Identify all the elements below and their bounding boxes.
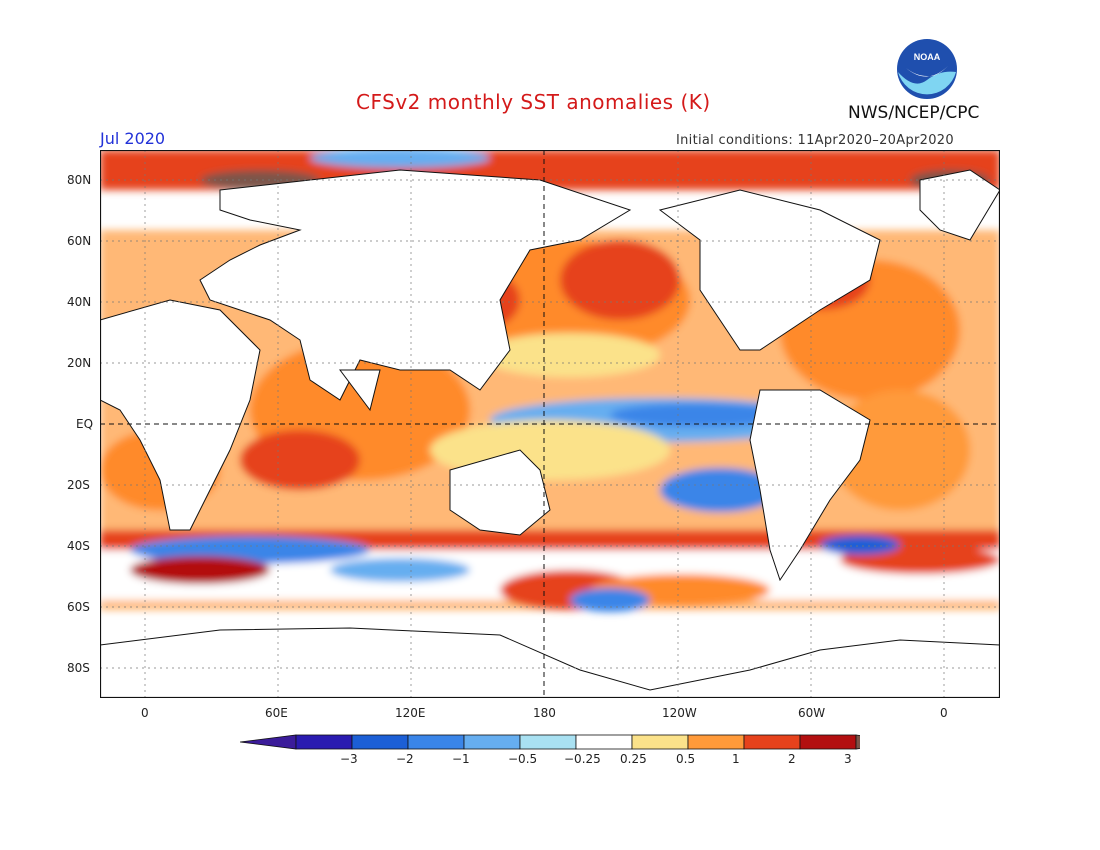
- colorbar: [240, 734, 860, 750]
- colorbar-low-cap: [240, 734, 297, 750]
- lat-label: EQ: [76, 417, 94, 431]
- lat-label: 80S: [67, 661, 90, 675]
- colorbar-segment: [519, 734, 577, 750]
- lat-label: 60S: [67, 600, 90, 614]
- colorbar-segment: [295, 734, 353, 750]
- map-title: CFSv2 monthly SST anomalies (K): [356, 90, 711, 114]
- colorbar-tick-label: 0.5: [676, 752, 696, 766]
- colorbar-segment: [351, 734, 409, 750]
- colorbar-high-cap: [855, 734, 860, 750]
- colorbar-segment: [463, 734, 521, 750]
- agency-label: NWS/NCEP/CPC: [848, 103, 980, 123]
- colorbar-segment: [575, 734, 633, 750]
- lat-label: 80N: [67, 173, 92, 187]
- colorbar-tick-label: 2: [788, 752, 796, 766]
- lon-label: 60W: [798, 706, 826, 720]
- lon-label: 180: [533, 706, 556, 720]
- lon-label: 120E: [395, 706, 426, 720]
- colorbar-segment: [743, 734, 801, 750]
- lat-label: 60N: [67, 234, 92, 248]
- lon-label: 120W: [662, 706, 697, 720]
- graticule: [100, 150, 1000, 698]
- noaa-logo-icon: NOAA: [897, 39, 957, 99]
- equator-dateline: [100, 150, 1000, 698]
- lon-label: 0: [141, 706, 149, 720]
- lat-label: 20S: [67, 478, 90, 492]
- lon-label: 60E: [265, 706, 288, 720]
- lon-label: 0: [940, 706, 948, 720]
- colorbar-tick-label: −0.25: [564, 752, 601, 766]
- lat-label: 20N: [67, 356, 92, 370]
- colorbar-tick-label: −1: [452, 752, 470, 766]
- colorbar-tick-label: −2: [396, 752, 414, 766]
- colorbar-tick-label: −0.5: [508, 752, 538, 766]
- lat-label: 40N: [67, 295, 92, 309]
- svg-text:NOAA: NOAA: [914, 52, 941, 62]
- land-mask: [100, 169, 1000, 698]
- colorbar-tick-label: 1: [732, 752, 740, 766]
- colorbar-tick-label: 3: [844, 752, 852, 766]
- colorbar-tick-label: 0.25: [620, 752, 647, 766]
- map-canvas: [99, 149, 1001, 699]
- forecast-month: Jul 2020: [100, 129, 166, 148]
- colorbar-segment: [631, 734, 689, 750]
- colorbar-segment: [407, 734, 465, 750]
- sst-anomaly-map: [99, 149, 1001, 699]
- colorbar-segment: [687, 734, 745, 750]
- colorbar-segment: [799, 734, 857, 750]
- initial-conditions: Initial conditions: 11Apr2020–20Apr2020: [676, 133, 954, 148]
- colorbar-tick-label: −3: [340, 752, 358, 766]
- lat-label: 40S: [67, 539, 90, 553]
